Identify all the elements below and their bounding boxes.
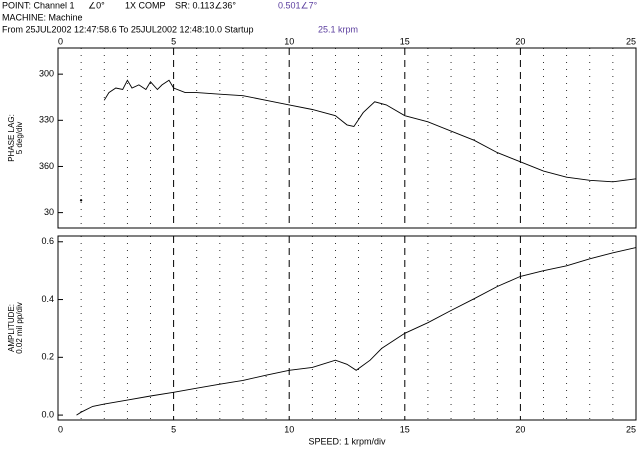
data-line [76, 247, 637, 416]
y-axis-label: PHASE LAG: [7, 114, 16, 162]
angle-label: ∠0° [88, 0, 105, 10]
y-tick-label: 0.0 [41, 409, 54, 419]
x-axis-label: SPEED: 1 krpm/div [308, 436, 386, 446]
y-axis-label: 0.02 mil pp/div [15, 302, 24, 354]
y-axis-label: AMPLITUDE: [7, 304, 16, 352]
x-tick-label: 10 [284, 424, 294, 434]
y-tick-label: 0.4 [41, 294, 54, 304]
point-label: POINT: Channel 1 [2, 0, 75, 10]
sr-label: SR: 0.113∠36° [175, 0, 236, 10]
y-tick-label: 330 [39, 115, 54, 125]
plot-frame [57, 235, 637, 421]
x-tick-label: 25 [626, 36, 636, 46]
x-tick-label: 15 [400, 424, 410, 434]
mode-label: 1X COMP [125, 0, 166, 10]
y-axis-label: 5 deg/div [15, 122, 24, 154]
x-tick-label: 10 [284, 36, 294, 46]
data-point [79, 199, 83, 202]
x-tick-label: 25 [626, 424, 636, 434]
x-tick-label: 20 [515, 424, 525, 434]
y-tick-label: 0.6 [41, 236, 54, 246]
y-tick-label: 0.2 [41, 352, 54, 362]
range-label: From 25JUL2002 12:47:58.6 To 25JUL2002 1… [2, 24, 254, 34]
data-line [103, 79, 637, 183]
y-tick-label: 300 [39, 69, 54, 79]
x-tick-label: 0 [58, 424, 63, 434]
y-tick-label: 30 [44, 207, 54, 217]
x-tick-label: 20 [515, 36, 525, 46]
machine-label: MACHINE: Machine [2, 12, 83, 22]
speed-label: 25.1 krpm [318, 24, 358, 34]
x-tick-label: 5 [171, 424, 176, 434]
x-tick-label: 15 [400, 36, 410, 46]
reading-label: 0.501∠7° [278, 0, 318, 10]
plot-frame [57, 47, 637, 229]
x-tick-label: 5 [171, 36, 176, 46]
x-tick-label: 0 [58, 36, 63, 46]
y-tick-label: 360 [39, 161, 54, 171]
